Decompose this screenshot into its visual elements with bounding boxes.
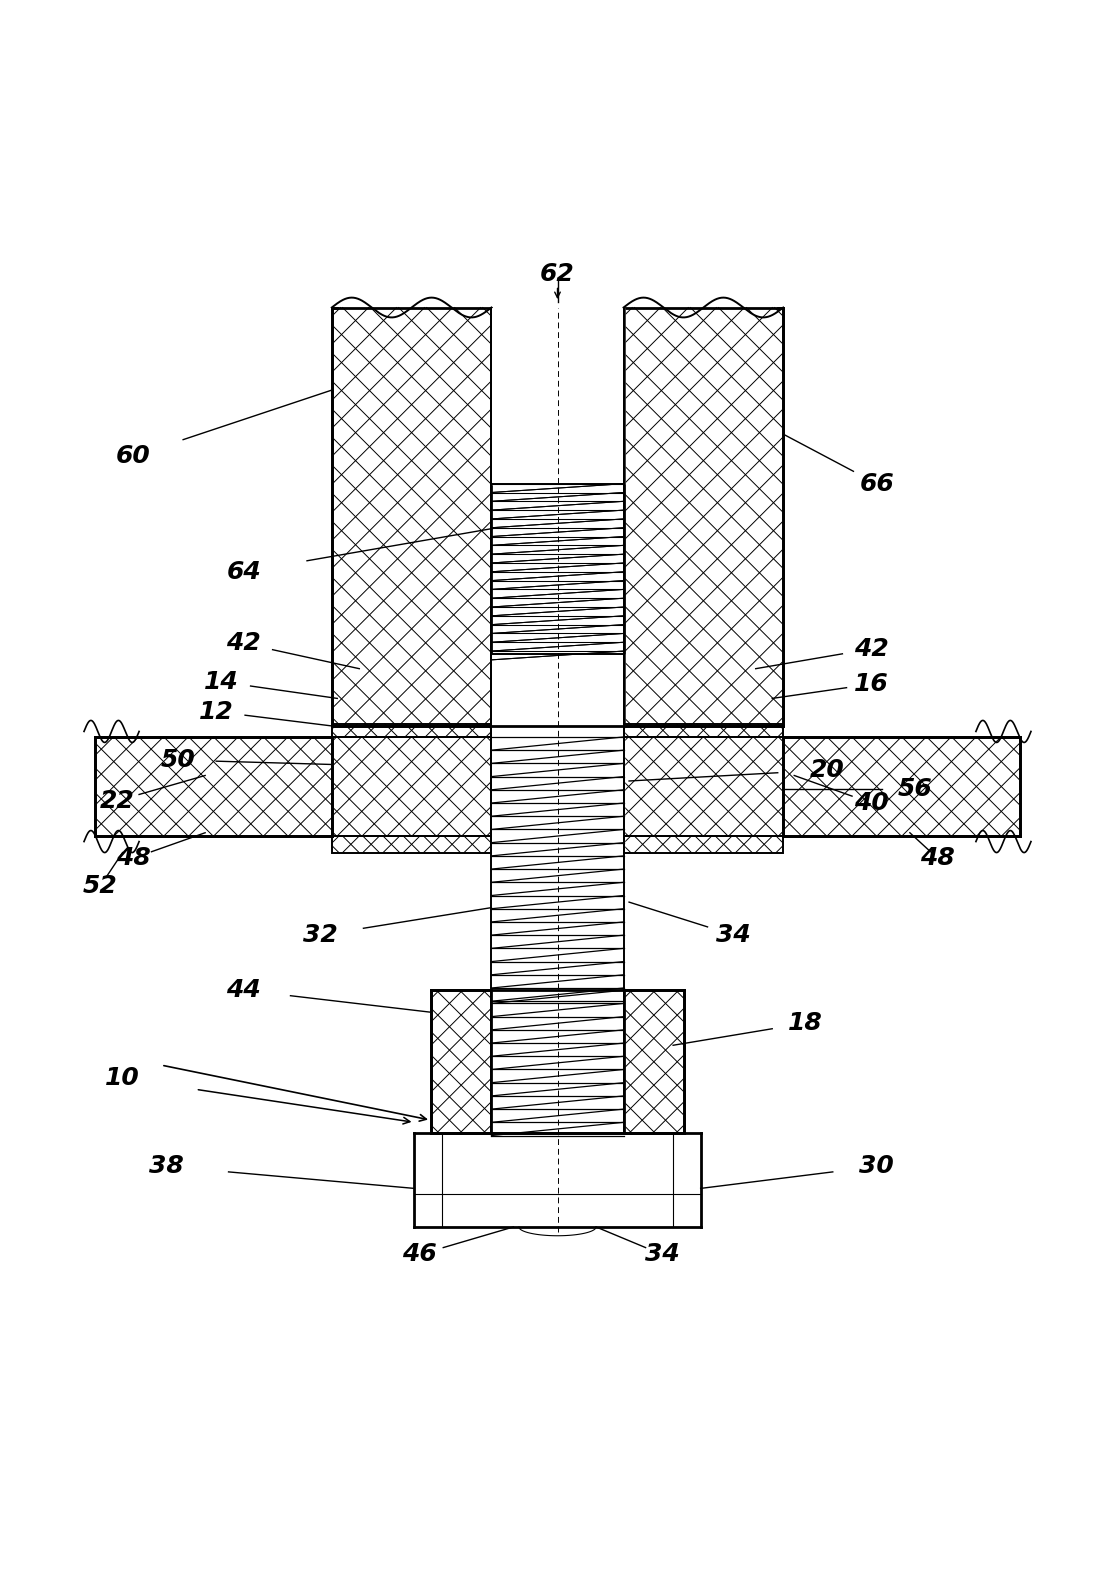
Text: 48: 48 — [116, 846, 151, 870]
Text: 40: 40 — [854, 791, 889, 815]
Text: 32: 32 — [303, 923, 338, 947]
Text: 38: 38 — [149, 1155, 184, 1178]
Text: 62: 62 — [540, 263, 575, 286]
Bar — [623, 724, 783, 736]
Text: 60: 60 — [116, 444, 151, 469]
Bar — [430, 991, 492, 1134]
Text: 18: 18 — [788, 1011, 823, 1035]
Text: 64: 64 — [226, 560, 261, 584]
Text: 30: 30 — [860, 1155, 894, 1178]
Text: 10: 10 — [105, 1066, 140, 1090]
Text: 42: 42 — [854, 637, 889, 661]
Bar — [332, 837, 492, 853]
Text: 50: 50 — [161, 749, 195, 772]
Text: 34: 34 — [644, 1243, 679, 1266]
Bar — [332, 724, 492, 736]
Text: 12: 12 — [198, 700, 233, 724]
Text: 42: 42 — [226, 631, 261, 656]
Bar — [623, 837, 783, 853]
Bar — [623, 991, 685, 1134]
Text: 20: 20 — [809, 758, 845, 782]
Text: 14: 14 — [204, 670, 239, 694]
Text: 48: 48 — [920, 846, 954, 870]
Bar — [623, 307, 783, 725]
Text: 66: 66 — [860, 472, 894, 495]
Text: 52: 52 — [84, 873, 118, 898]
Text: 56: 56 — [898, 777, 933, 801]
Text: 46: 46 — [403, 1243, 437, 1266]
Text: 22: 22 — [99, 788, 135, 813]
Bar — [332, 307, 492, 725]
Text: 44: 44 — [226, 978, 261, 1002]
Text: 16: 16 — [854, 672, 889, 697]
Text: 34: 34 — [716, 923, 752, 947]
